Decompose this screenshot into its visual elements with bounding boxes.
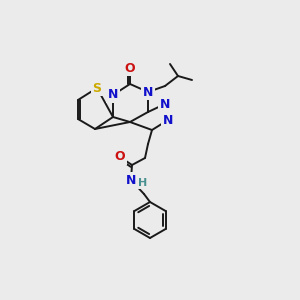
Text: O: O [115,151,125,164]
Text: S: S [92,82,101,94]
Text: N: N [143,85,153,98]
Text: N: N [163,113,173,127]
Text: N: N [108,88,118,101]
Text: N: N [126,173,136,187]
Text: N: N [160,98,170,110]
Text: O: O [125,61,135,74]
Text: H: H [138,178,148,188]
